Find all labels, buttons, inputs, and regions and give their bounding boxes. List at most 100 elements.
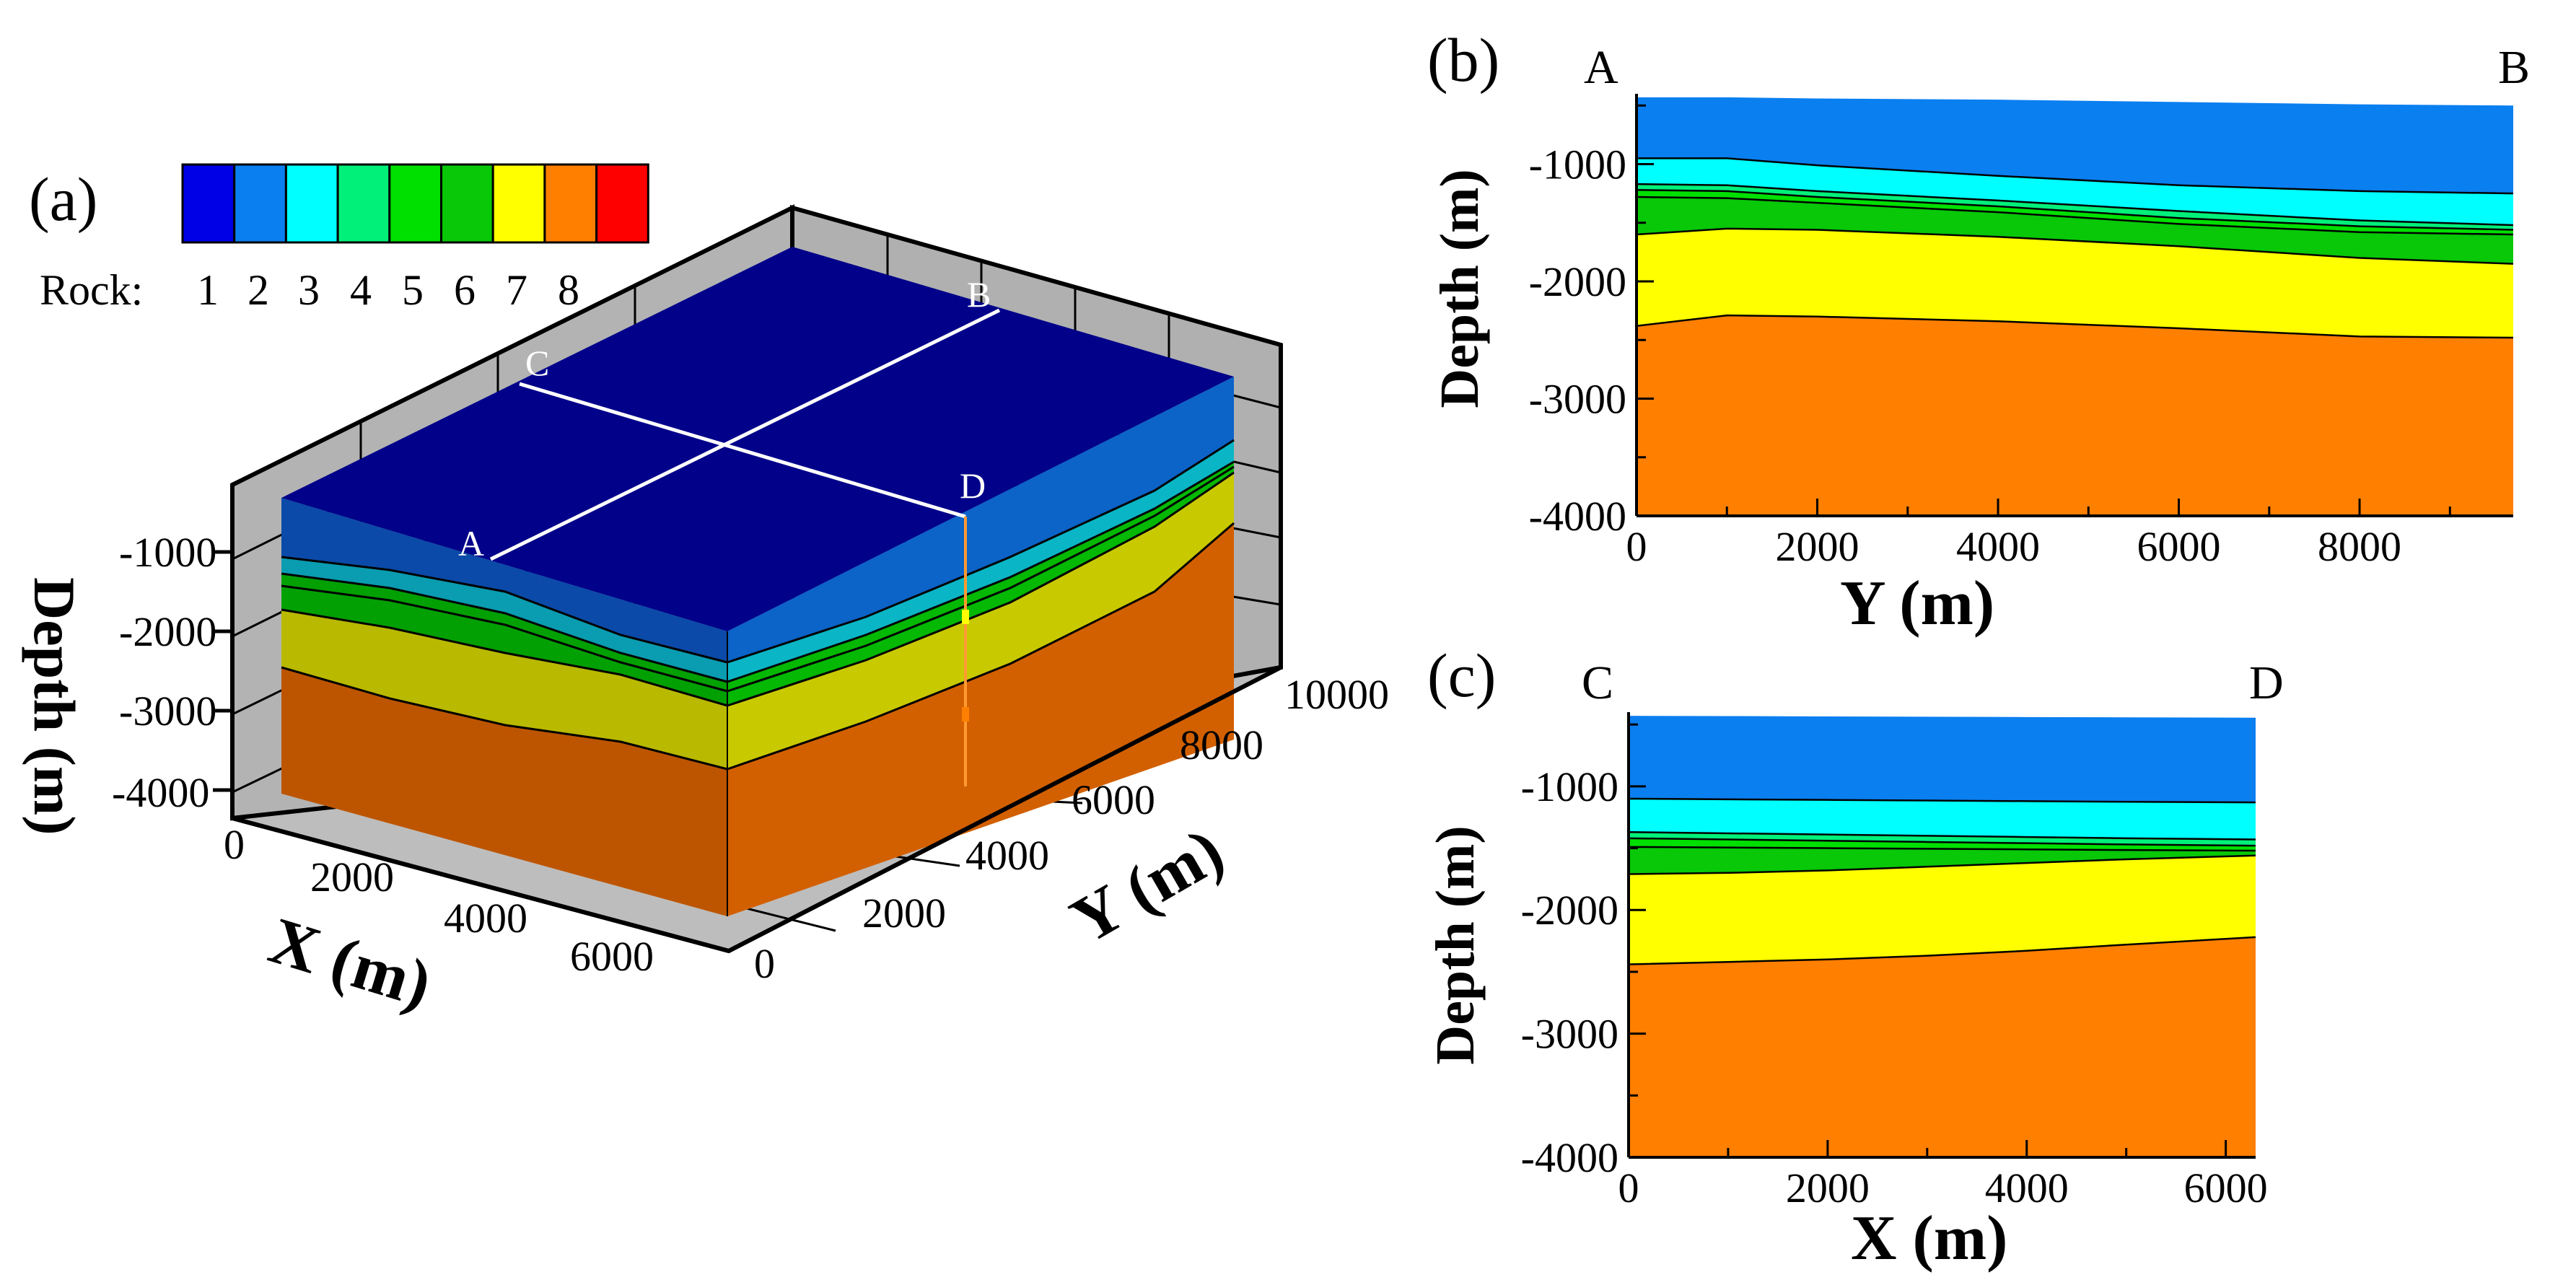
panel-a-label: (a) (29, 165, 97, 234)
section-cd-contour-5 (1628, 837, 2256, 847)
legend-swatch-7 (491, 163, 546, 244)
legend-label-7: 7 (506, 266, 527, 314)
section-cd-ytick-label: -2000 (1521, 887, 1618, 934)
depth-axis-3d-title: Depth (m) (22, 577, 87, 836)
legend-swatch-1 (181, 163, 236, 244)
section-ab-xtick-label: 8000 (2318, 523, 2401, 570)
section-cd-layer-6 (1629, 846, 2256, 874)
section-d-mark-yellow (962, 610, 969, 624)
y-tick-3d-10000: 10000 (1284, 671, 1389, 718)
depth-tick-3d-1000: -1000 (119, 529, 216, 576)
x-tick-3d-2000: 2000 (310, 854, 394, 900)
section-ab-layer-4 (1637, 184, 2513, 230)
section-cd-layer-2 (1629, 716, 2256, 803)
y-tick-3d-2000: 2000 (862, 890, 946, 937)
layer-2-right-face (727, 377, 1234, 662)
section-ab-contour-7 (1636, 227, 2514, 265)
legend-label-3: 3 (298, 266, 320, 314)
section-ab-contour-8 (1636, 314, 2514, 339)
depth-tick-3d-4000: -4000 (112, 769, 209, 816)
x-tick-3d-4000: 4000 (444, 895, 527, 942)
section-cd-xtick-label: 2000 (1786, 1165, 1870, 1211)
legend-label-6: 6 (454, 266, 476, 314)
section-ab-ytick-label: -4000 (1529, 493, 1626, 540)
section-ab-layers (1636, 97, 2514, 516)
section-ab-end-label: B (2498, 41, 2530, 94)
section-ab-xtick-label: 2000 (1776, 523, 1859, 570)
legend-label-1: 1 (197, 266, 219, 314)
section-cd-contour-7 (1628, 854, 2256, 875)
legend-label-8: 8 (558, 266, 579, 314)
x-tick-3d-0: 0 (224, 821, 245, 868)
section-cd-contour-3 (1628, 797, 2256, 804)
x-axis-3d-title: X (m) (261, 903, 439, 1022)
section-ab-xtick-label: 4000 (1956, 523, 2040, 570)
layer-8-left-face (281, 667, 727, 916)
section-ab-xtick-label: 0 (1626, 523, 1647, 570)
layer-2-left-face (281, 498, 727, 662)
panel-b-label: (b) (1427, 25, 1499, 95)
panel-c-label: (c) (1427, 641, 1496, 710)
section-ab-contour-4 (1636, 183, 2514, 227)
legend-swatch-8 (543, 163, 598, 244)
section-ab-contour-5 (1636, 189, 2514, 231)
section-cd-start-label: C (1582, 657, 1613, 709)
rock-legend: Rock: 1 2 3 4 5 6 7 8 (40, 163, 649, 314)
legend-swatch-6 (440, 163, 494, 244)
depth-axis-3d: -1000 -2000 -3000 -4000 Depth (m) (22, 529, 232, 836)
section-line-cd (519, 382, 966, 519)
marker-d: D (960, 465, 986, 506)
section-ab-xlabel: Y (m) (1840, 569, 1994, 639)
section-cd-xtick-label: 4000 (1985, 1165, 2069, 1211)
left-face-contours (281, 556, 728, 771)
legend-label-5: 5 (402, 266, 424, 314)
section-cd-ylabel: Depth (m) (1425, 825, 1486, 1064)
right-face-contours (727, 439, 1235, 771)
section-ab-layer-7 (1637, 228, 2513, 338)
legend-swatch-5 (388, 163, 442, 244)
section-ab-contour-3 (1637, 157, 2514, 195)
x-tick-3d-6000: 6000 (570, 933, 654, 980)
section-cd-layer-7 (1629, 855, 2256, 965)
legend-swatch-4 (336, 163, 391, 244)
section-cd-contour-8 (1628, 936, 2256, 965)
section-ab-layer-6 (1637, 197, 2513, 264)
block-top-face (281, 247, 1234, 631)
section-line-ab (489, 308, 1001, 561)
section-cd-xtick-label: 0 (1618, 1165, 1639, 1211)
y-axis-3d-title: Y (m) (1059, 813, 1235, 957)
legend-label-2: 2 (247, 266, 269, 314)
legend-label-4: 4 (350, 266, 372, 314)
layer-green-left-face (281, 574, 727, 706)
section-ab-ytick-label: -2000 (1529, 258, 1626, 305)
section-ab-layer-3 (1637, 158, 2513, 225)
section-ab-contour-6 (1636, 196, 2514, 236)
section-cd-ytick-label: -4000 (1521, 1134, 1618, 1181)
legend-swatch-3 (284, 163, 339, 244)
y-tick-3d-0: 0 (754, 940, 775, 987)
section-d-mark-orange (962, 707, 969, 722)
section-ab-start-label: A (1584, 41, 1618, 94)
depth-tick-3d-3000: -3000 (119, 688, 216, 734)
section-ab-ylabel: Depth (m) (1429, 169, 1490, 408)
section-cd-layers (1628, 716, 2256, 1157)
section-cd-ytick-label: -1000 (1521, 763, 1618, 810)
section-cd-contour-4 (1628, 830, 2256, 841)
legend-colorbar (181, 163, 649, 244)
section-ab-ytick-label: -1000 (1529, 141, 1626, 188)
section-ab-ytick-label: -3000 (1529, 376, 1626, 423)
section-ab-xtick-label: 6000 (2137, 523, 2221, 570)
y-tick-3d-8000: 8000 (1180, 722, 1263, 768)
legend-title: Rock: (40, 266, 143, 314)
section-cd-xlabel: X (m) (1851, 1203, 2007, 1273)
section-cd-ytick-label: -3000 (1521, 1011, 1618, 1058)
layer-green-right-face (727, 462, 1234, 706)
section-cd-layer-4 (1629, 832, 2256, 846)
layer-8-right-face (727, 523, 1234, 916)
marker-a: A (458, 523, 484, 563)
block-3d: A B C D -1000 -2000 -3000 -4000 Depth (m… (22, 204, 1389, 1022)
